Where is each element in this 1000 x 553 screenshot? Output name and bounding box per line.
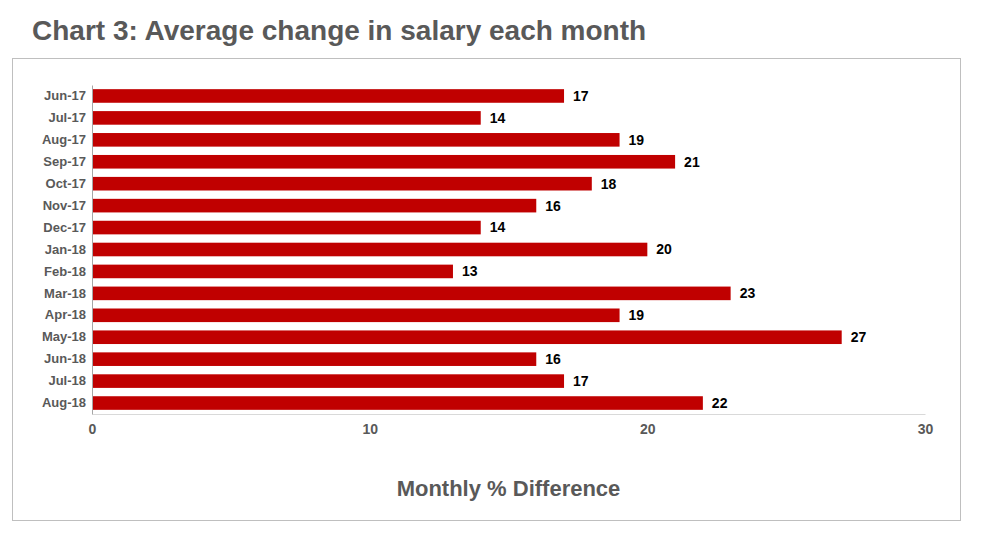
y-tick-label: Jul-18 [48, 373, 86, 388]
y-tick: Jul-17 [48, 110, 92, 125]
bar [92, 221, 481, 235]
y-tick: Apr-18 [45, 307, 92, 322]
y-tick-label: Apr-18 [45, 307, 86, 322]
y-tick-label: Jan-18 [45, 242, 86, 257]
y-tick-label: Mar-18 [44, 286, 86, 301]
bar [92, 155, 675, 169]
y-tick-label: Oct-17 [46, 176, 86, 191]
data-label: 16 [545, 198, 561, 214]
y-tick: Aug-17 [42, 132, 92, 147]
x-axis-line [93, 414, 926, 415]
bar [92, 330, 842, 344]
bar [92, 243, 647, 257]
y-tick: Nov-17 [43, 198, 92, 213]
title: Chart 3: Average change in salary each m… [32, 15, 646, 46]
bar [92, 177, 592, 191]
y-tick: Mar-18 [44, 286, 92, 301]
data-label: 19 [629, 132, 645, 148]
bar [92, 133, 620, 147]
y-tick: Jan-18 [45, 242, 92, 257]
bar [92, 396, 703, 410]
y-axis-line [92, 86, 93, 415]
y-tick: Feb-18 [44, 264, 92, 279]
x-tick-label: 20 [640, 421, 656, 437]
y-tick-label: Jun-18 [44, 351, 86, 366]
frame [13, 59, 961, 521]
data-label: 13 [462, 263, 478, 279]
x-tick: 30 [918, 414, 934, 437]
bar [92, 111, 481, 125]
y-tick-label: Feb-18 [44, 264, 86, 279]
y-tick: Oct-17 [46, 176, 92, 191]
bar [92, 89, 564, 103]
y-axis: Jun-17 Jul-17 Aug-17 Sep-17 Oct-17 Nov-17 Dec-… [42, 86, 93, 415]
data-label: 18 [601, 176, 617, 192]
data-label: 22 [712, 395, 728, 411]
y-tick: Dec-17 [43, 220, 92, 235]
y-tick-label: May-18 [42, 329, 86, 344]
data-label: 20 [656, 241, 672, 257]
data-label: 17 [573, 88, 589, 104]
x-axis: 0 10 20 30 [89, 414, 934, 437]
x-tick: 10 [362, 414, 378, 437]
y-tick-label: Jul-17 [48, 110, 86, 125]
y-tick: Aug-18 [42, 395, 92, 410]
y-tick-label: Sep-17 [43, 154, 86, 169]
bars [92, 89, 842, 410]
chart: Chart 3: Average change in salary each m… [0, 0, 1000, 553]
bar [92, 374, 564, 388]
data-label: 17 [573, 373, 589, 389]
y-tick-label: Dec-17 [43, 220, 86, 235]
y-tick: Sep-17 [43, 154, 92, 169]
y-tick: May-18 [42, 329, 92, 344]
y-tick: Jun-18 [44, 351, 92, 366]
x-tick: 0 [89, 414, 97, 437]
data-label: 16 [545, 351, 561, 367]
data-label: 21 [684, 154, 700, 170]
data-label: 19 [629, 307, 645, 323]
x-tick: 20 [640, 414, 656, 437]
y-tick: Jun-17 [44, 88, 92, 103]
x-tick-label: 10 [362, 421, 378, 437]
y-tick-label: Aug-17 [42, 132, 86, 147]
bar [92, 309, 620, 323]
bar [92, 199, 536, 213]
x-axis-title: Monthly % Difference [397, 476, 621, 501]
data-label: 14 [490, 219, 506, 235]
data-label: 23 [740, 285, 756, 301]
y-tick-label: Jun-17 [44, 88, 86, 103]
bar [92, 287, 731, 301]
data-label: 27 [851, 329, 867, 345]
data-label: 14 [490, 110, 506, 126]
data-labels: 17 14 19 21 18 16 14 20 13 23 19 27 16 17 22 [462, 88, 867, 411]
bar [92, 352, 536, 366]
y-tick: Jul-18 [48, 373, 92, 388]
y-tick-label: Nov-17 [43, 198, 86, 213]
y-tick-label: Aug-18 [42, 395, 86, 410]
bar [92, 265, 453, 279]
x-tick-label: 30 [918, 421, 934, 437]
x-tick-label: 0 [89, 421, 97, 437]
